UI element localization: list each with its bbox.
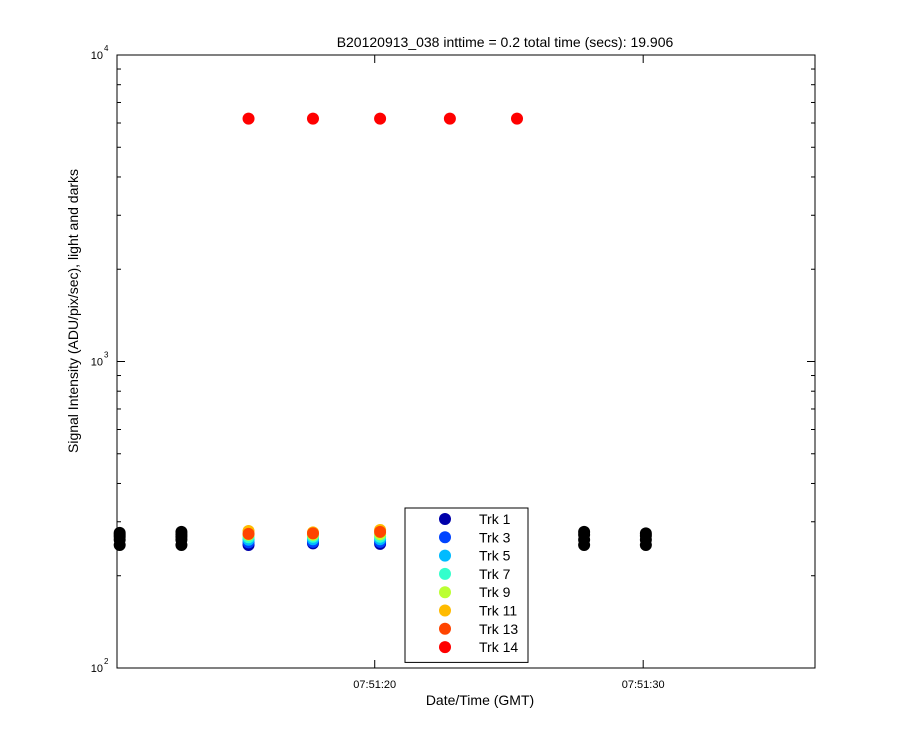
data-point: [175, 525, 188, 538]
y-axis-label: Signal Intensity (ADU/pix/sec), light an…: [65, 169, 81, 453]
y-tick-label: 10: [91, 663, 103, 675]
data-point: [113, 526, 126, 539]
data-point: [578, 525, 591, 538]
data-point: [511, 112, 524, 125]
legend-marker: [439, 622, 451, 635]
data-point: [242, 527, 255, 540]
legend-entry-label: Trk 11: [479, 603, 517, 619]
y-tick-exponent: 3: [104, 351, 109, 360]
axes-box: [116, 54, 816, 669]
legend-entry-label: Trk 5: [479, 548, 511, 564]
legend-entry-label: Trk 14: [479, 639, 518, 655]
legend-marker: [439, 531, 451, 544]
legend-marker: [439, 604, 451, 617]
legend-marker: [439, 641, 451, 654]
data-point: [443, 112, 456, 125]
data-point: [306, 112, 319, 125]
chart-title: B20120913_038 inttime = 0.2 total time (…: [337, 34, 674, 50]
x-ticks: 07:51:20 07:51:30: [353, 55, 665, 691]
y-tick-label: 10: [91, 50, 103, 62]
y-tick-exponent: 2: [104, 657, 109, 666]
legend-entry-label: Trk 3: [479, 529, 511, 545]
legend-entry-label: Trk 13: [479, 621, 518, 637]
data-point: [242, 112, 255, 125]
x-tick-label: 07:51:20: [353, 679, 396, 691]
x-tick-label: 07:51:30: [622, 679, 665, 691]
data-point: [639, 527, 652, 540]
legend-entry-label: Trk 9: [479, 584, 511, 600]
data-point: [374, 112, 387, 125]
legend-entry-label: Trk 1: [479, 511, 511, 527]
y-tick-exponent: 4: [104, 44, 109, 53]
y-tick-label: 10: [91, 357, 103, 369]
legend-marker: [439, 586, 451, 599]
legend-entry-label: Trk 7: [479, 566, 511, 582]
data-point: [306, 527, 319, 540]
legend-marker: [439, 549, 451, 562]
x-axis-label: Date/Time (GMT): [426, 692, 534, 708]
legend-marker: [439, 513, 451, 525]
data-point: [374, 525, 387, 538]
legend: Trk 1 Trk 3 Trk 5 Trk 7 Trk 9 Trk 11 Trk 13 Trk…: [404, 507, 529, 663]
legend-marker: [439, 567, 451, 580]
legend-box: [404, 507, 529, 663]
